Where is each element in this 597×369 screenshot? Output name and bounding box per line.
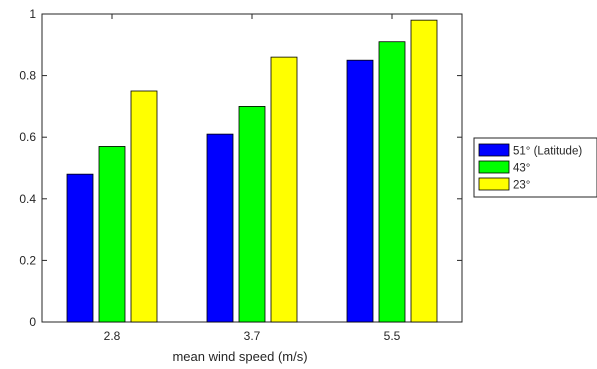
x-tick-label: 2.8 bbox=[104, 329, 121, 343]
bar bbox=[410, 19, 438, 323]
bars bbox=[66, 19, 438, 323]
y-tick-label: 0.4 bbox=[19, 192, 36, 206]
legend-label: 23° bbox=[513, 180, 530, 192]
legend-swatch bbox=[478, 177, 510, 191]
legend-swatch bbox=[478, 160, 510, 174]
legend-swatch bbox=[478, 143, 510, 157]
legend-label: 51° (Latitude) bbox=[513, 146, 582, 158]
bar bbox=[66, 173, 94, 323]
y-tick-label: 1 bbox=[29, 7, 36, 21]
y-tick-label: 0.8 bbox=[19, 69, 36, 83]
bar bbox=[206, 133, 234, 323]
bar bbox=[378, 41, 406, 323]
y-tick-label: 0 bbox=[29, 315, 36, 329]
y-tick-label: 0.2 bbox=[19, 253, 36, 267]
y-tick-label: 0.6 bbox=[19, 130, 36, 144]
legend-label: 43° bbox=[513, 163, 530, 175]
bar bbox=[270, 56, 298, 323]
y-axis: 0 0.2 0.4 0.6 0.8 1 bbox=[19, 7, 462, 329]
x-tick-label: 3.7 bbox=[244, 329, 261, 343]
x-axis-label: mean wind speed (m/s) bbox=[172, 349, 307, 364]
x-axis: 2.8 3.7 5.5 bbox=[104, 14, 401, 343]
bar bbox=[346, 59, 374, 323]
x-tick-label: 5.5 bbox=[384, 329, 401, 343]
legend: 51° (Latitude) 43° 23° bbox=[473, 137, 597, 198]
bar bbox=[130, 90, 158, 323]
bar bbox=[238, 106, 266, 323]
bar bbox=[98, 146, 126, 323]
